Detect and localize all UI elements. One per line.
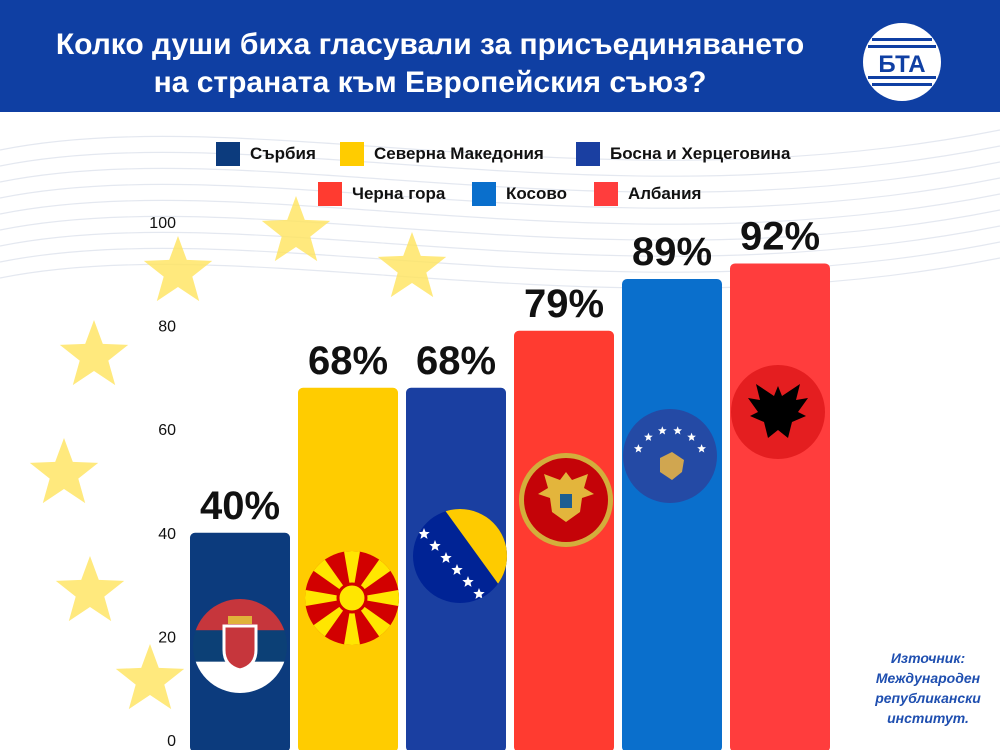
y-tick-label: 20 [158,629,176,646]
legend-item: Косово [472,182,567,206]
logo-text: БТА [878,51,925,78]
source-line-2: Международен [875,670,981,686]
header-banner: Колко души биха гласували за присъединяв… [0,0,1000,112]
kosovo-flag-icon [623,409,717,503]
y-tick-label: 80 [158,319,176,336]
source-line-3: републикански [875,690,981,706]
eu-star-icon [143,236,213,302]
legend-label: Черна гора [352,184,446,203]
legend-item: Черна гора [318,182,445,206]
value-label: 79% [524,282,604,326]
legend-label: Северна Македония [374,144,544,163]
background-wave-line [0,129,1000,161]
page-title: Колко души биха гласували за присъединяв… [20,26,840,102]
y-tick-label: 0 [167,733,176,750]
bars [190,263,830,750]
legend-swatch [594,182,618,206]
legend-item: Босна и Херцеговина [576,142,790,166]
value-label: 40% [200,484,280,528]
eu-star-icon [59,320,129,386]
eu-star-icon [261,196,331,262]
legend-item: Сърбия [216,142,316,166]
source-line-1: Източник: [890,650,966,666]
serbia-flag-icon [193,599,287,693]
legend-label: Босна и Херцеговина [610,144,791,163]
legend-item: Северна Македония [340,142,544,166]
legend-swatch [216,142,240,166]
background-wave-line [0,193,1000,225]
legend-swatch [576,142,600,166]
eu-star-icon [377,232,447,298]
value-label: 68% [308,339,388,383]
legend-label: Косово [506,184,567,203]
background-wave-line [0,161,1000,193]
legend-swatch [318,182,342,206]
legend-item: Албания [594,182,701,206]
background-wave-line [0,241,1000,273]
montenegro-flag-icon [519,453,613,547]
eu-star-icon [115,644,185,710]
source-line-4: институт. [887,710,969,726]
bar [730,263,830,750]
bar [622,278,722,750]
background-wave-line [0,177,1000,209]
value-label: 89% [632,230,712,274]
title-line-2: на страната към Европейския съюз? [153,66,707,99]
background-wave-line [0,225,1000,257]
title-line-1: Колко души биха гласували за присъединяв… [55,28,805,61]
legend-label: Албания [628,184,702,203]
y-axis: 0 20 40 60 80 100 [149,215,176,750]
source-note: Източник: Международен републикански инс… [872,648,984,728]
legend-swatch [340,142,364,166]
y-tick-label: 100 [149,215,176,232]
bosnia-flag-icon [413,509,507,603]
eu-star-icon [29,438,99,504]
y-tick-label: 40 [158,526,176,543]
bta-logo-icon: БТА [863,23,941,101]
background-wave-line [0,145,1000,177]
legend-swatch [472,182,496,206]
legend-label: Сърбия [250,144,316,163]
value-label: 68% [416,339,496,383]
background-wave-line [0,209,1000,241]
eu-star-icon [55,556,125,622]
value-label: 92% [740,214,820,258]
value-labels: 40% 68% 68% 79% 89% 92% [200,214,820,527]
albania-flag-icon [731,365,825,459]
y-tick-label: 60 [158,422,176,439]
